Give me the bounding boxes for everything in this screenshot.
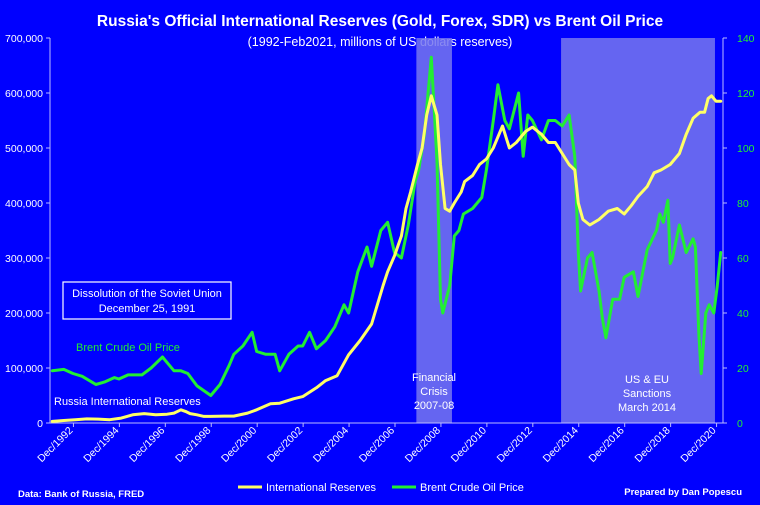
left-axis-tick-label: 700,000	[5, 33, 43, 45]
soviet-dissolution-date: December 25, 1991	[99, 303, 196, 315]
oil-series-label: Brent Crude Oil Price	[76, 342, 180, 354]
right-axis-tick-label: 40	[737, 308, 749, 320]
sanctions-label-line2: Sanctions	[623, 388, 672, 400]
crisis-label-line3: 2007-08	[414, 400, 454, 412]
right-axis-tick-label: 140	[737, 33, 755, 45]
sanctions-label-line3: March 2014	[618, 402, 676, 414]
soviet-dissolution-text: Dissolution of the Soviet Union	[72, 288, 222, 300]
shaded-regions	[416, 38, 715, 423]
financial-crisis-annotation: Financial Crisis 2007-08	[412, 372, 456, 412]
oil-price-line	[50, 55, 723, 397]
left-axis-tick-label: 0	[37, 418, 43, 430]
left-axis-tick-label: 400,000	[5, 198, 43, 210]
right-axis-tick-label: 20	[737, 363, 749, 375]
crisis-label-line1: Financial	[412, 372, 456, 384]
right-axis-tick-label: 60	[737, 253, 749, 265]
data-source-footer: Data: Bank of Russia, FRED	[18, 489, 144, 500]
left-axis-tick-label: 600,000	[5, 88, 43, 100]
shaded-region-sanctions	[561, 38, 715, 423]
right-axis-tick-label: 80	[737, 198, 749, 210]
left-axis-tick-label: 200,000	[5, 308, 43, 320]
author-credit-footer: Prepared by Dan Popescu	[624, 487, 742, 498]
sanctions-label-line1: US & EU	[625, 374, 669, 386]
right-axis-tick-label: 120	[737, 88, 755, 100]
legend-oil-label: Brent Crude Oil Price	[420, 482, 524, 494]
series-lines	[50, 55, 723, 423]
chart-title: Russia's Official International Reserves…	[97, 13, 664, 30]
legend-reserves-label: International Reserves	[266, 482, 377, 494]
left-axis-tick-label: 300,000	[5, 253, 43, 265]
crisis-label-line2: Crisis	[420, 386, 448, 398]
legend: International Reserves Brent Crude Oil P…	[238, 482, 524, 494]
chart-subtitle: (1992-Feb2021, millions of US dollars re…	[248, 35, 513, 49]
soviet-dissolution-annotation: Dissolution of the Soviet Union December…	[62, 281, 232, 320]
sanctions-annotation: US & EU Sanctions March 2014	[618, 374, 676, 414]
soviet-dissolution-box	[62, 281, 232, 320]
right-axis-tick-label: 0	[737, 418, 743, 430]
right-axis-tick-label: 100	[737, 143, 755, 155]
left-axis-tick-label: 100,000	[5, 363, 43, 375]
left-axis-tick-label: 500,000	[5, 143, 43, 155]
reserves-line	[50, 94, 723, 423]
reserves-series-label: Russia International Reserves	[54, 396, 201, 408]
